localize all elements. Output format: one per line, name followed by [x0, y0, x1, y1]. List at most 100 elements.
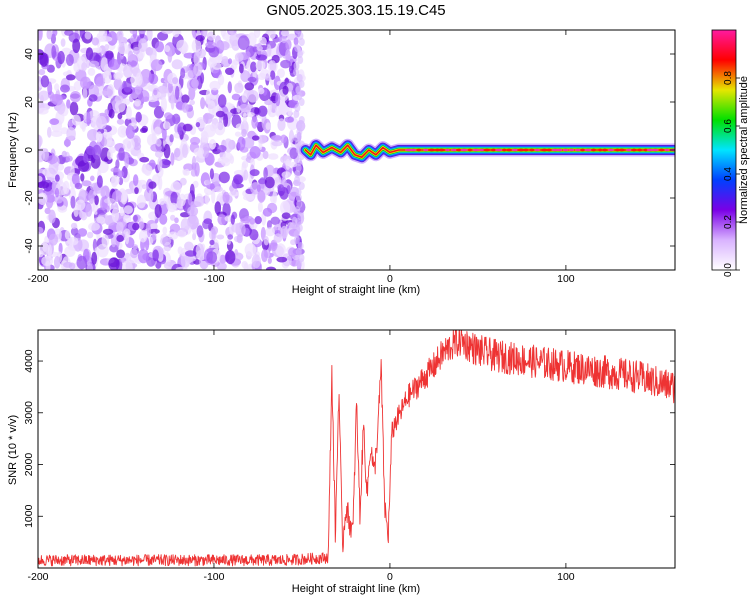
- colorbar-tick-label: 0.0: [723, 263, 734, 277]
- snr-x-tick-label: 0: [387, 571, 393, 583]
- heatmap-cell: [206, 31, 216, 41]
- heatmap-cell: [251, 254, 261, 269]
- heatmap-cell: [189, 183, 195, 197]
- heatmap-cell: [170, 152, 175, 166]
- heatmap-cell: [185, 250, 197, 257]
- heatmap-cell: [160, 96, 167, 112]
- heatmap-cell: [110, 175, 120, 186]
- heatmap-cell: [67, 236, 79, 246]
- heatmap-cell: [113, 72, 118, 80]
- heatmap-cell: [200, 97, 206, 110]
- heatmap-cell: [146, 223, 151, 238]
- heatmap-cell: [246, 112, 255, 118]
- heatmap-cell: [277, 36, 282, 43]
- spectrogram-x-tick-label: 0: [387, 273, 393, 285]
- heatmap-cell: [172, 30, 180, 38]
- heatmap-cell: [192, 232, 197, 241]
- heatmap-cell: [643, 148, 649, 152]
- heatmap-cell: [598, 148, 603, 152]
- heatmap-cell: [101, 234, 110, 248]
- heatmap-cell: [66, 126, 76, 141]
- heatmap-cell: [45, 197, 54, 209]
- heatmap-cell: [49, 118, 60, 125]
- heatmap-cell: [182, 144, 188, 158]
- heatmap-cell: [115, 159, 120, 169]
- heatmap-cell: [75, 199, 86, 211]
- heatmap-cell: [120, 191, 128, 205]
- colorbar-label: Normalized spectral amplitude: [738, 76, 750, 224]
- heatmap-cell: [295, 164, 302, 172]
- heatmap-cell: [249, 169, 260, 177]
- heatmap-cell: [225, 250, 236, 265]
- heatmap-cell: [69, 91, 81, 103]
- heatmap-cell: [102, 70, 112, 84]
- heatmap-cell: [557, 148, 563, 152]
- heatmap-cell: [116, 221, 124, 233]
- heatmap-cell: [296, 158, 303, 166]
- heatmap-cell: [175, 266, 188, 270]
- heatmap-cell: [203, 218, 212, 225]
- heatmap-cell: [66, 74, 76, 81]
- heatmap-cell: [172, 77, 179, 85]
- heatmap-cell: [192, 180, 199, 188]
- heatmap-cell: [257, 72, 267, 81]
- heatmap-cell: [298, 182, 305, 190]
- heatmap-cell: [233, 174, 243, 185]
- heatmap-cell: [182, 123, 193, 132]
- heatmap-cell: [64, 30, 74, 36]
- heatmap-cell: [281, 171, 291, 179]
- heatmap-cell: [185, 254, 197, 262]
- heatmap-cell: [170, 94, 175, 110]
- heatmap-cell: [293, 230, 300, 238]
- heatmap-cell: [601, 148, 608, 152]
- heatmap-cell: [147, 96, 158, 103]
- heatmap-cell: [294, 176, 301, 184]
- heatmap-cell: [243, 262, 249, 270]
- snr-x-label: Height of straight line (km): [292, 583, 420, 595]
- spectrogram-y-tick-label: 20: [23, 96, 35, 108]
- heatmap-cell: [285, 158, 291, 170]
- heatmap-cell: [284, 116, 294, 123]
- heatmap-cell: [73, 81, 82, 91]
- heatmap-cell: [90, 175, 95, 182]
- heatmap-cell: [80, 76, 91, 90]
- heatmap-cell: [191, 38, 202, 53]
- heatmap-cell: [288, 129, 295, 143]
- heatmap-cell: [193, 147, 205, 157]
- heatmap-cell: [171, 59, 183, 70]
- heatmap-cell: [141, 125, 148, 133]
- heatmap-cell: [84, 31, 92, 40]
- heatmap-cell: [490, 148, 497, 152]
- heatmap-cell: [96, 115, 107, 130]
- heatmap-cell: [91, 37, 100, 46]
- heatmap-cell: [646, 148, 654, 152]
- heatmap-cell: [618, 148, 626, 152]
- heatmap-cell: [202, 146, 210, 158]
- heatmap-cell: [64, 246, 76, 257]
- heatmap-cell: [584, 148, 592, 152]
- heatmap-cell: [280, 134, 288, 144]
- heatmap-cell: [157, 176, 163, 190]
- heatmap-cell: [134, 187, 139, 195]
- heatmap-cell: [80, 173, 85, 182]
- heatmap-cell: [95, 131, 103, 143]
- heatmap-cell: [189, 99, 196, 106]
- colorbar-ticks: 0.0 0.2 0.4 0.6 0.8: [723, 71, 740, 277]
- snr-y-tick-label: 2000: [23, 453, 35, 477]
- heatmap-cell: [294, 104, 301, 112]
- heatmap-cell: [174, 147, 181, 158]
- heatmap-cell: [230, 214, 235, 225]
- heatmap-cell: [109, 244, 119, 253]
- heatmap-cell: [294, 206, 301, 214]
- heatmap-cell: [86, 231, 94, 239]
- heatmap-cell: [196, 225, 204, 238]
- heatmap-cell: [445, 148, 450, 152]
- heatmap-cell: [296, 224, 303, 232]
- heatmap-cell: [205, 89, 211, 104]
- heatmap-cell: [494, 148, 503, 152]
- heatmap-cell: [125, 106, 132, 120]
- heatmap-cell: [116, 118, 125, 125]
- heatmap-cell: [296, 200, 303, 208]
- heatmap-cell: [243, 137, 255, 149]
